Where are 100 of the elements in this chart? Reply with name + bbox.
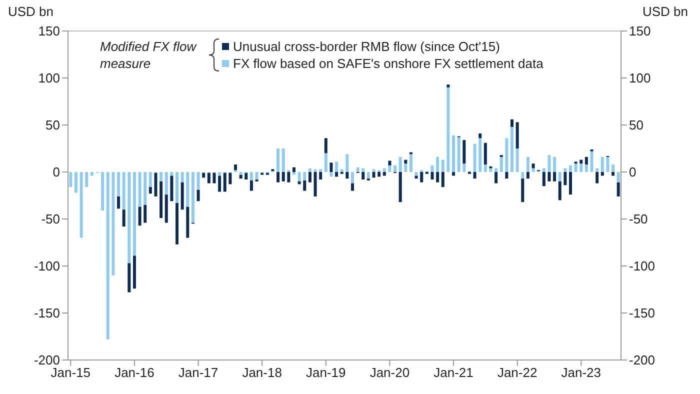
bar: [382, 172, 386, 176]
bar: [478, 133, 482, 138]
bar: [500, 156, 503, 172]
bar: [212, 172, 216, 184]
bar: [388, 165, 392, 172]
bar: [308, 172, 312, 182]
bar: [510, 119, 514, 127]
y-tick-label: 100: [38, 70, 60, 86]
bar: [314, 169, 317, 172]
bar: [436, 156, 440, 172]
bar: [362, 172, 365, 180]
legend-label: FX flow based on SAFE's onshore FX settlement data: [233, 55, 544, 72]
bar: [350, 172, 354, 184]
bar: [250, 180, 253, 191]
bar: [90, 172, 94, 176]
bar: [144, 204, 147, 223]
bar: [616, 182, 620, 196]
y2-tick-label: 150: [629, 24, 651, 39]
bar: [612, 164, 615, 172]
bar: [478, 138, 482, 172]
bar: [335, 162, 338, 172]
bar: [596, 172, 599, 184]
bar: [516, 122, 519, 148]
bar: [526, 172, 530, 179]
bar: [69, 172, 72, 188]
bar: [80, 172, 83, 238]
bar: [404, 164, 408, 172]
y-tick-label: -150: [34, 306, 60, 321]
bar: [250, 172, 253, 180]
bar: [574, 164, 578, 172]
bar: [112, 172, 115, 276]
bar: [298, 172, 301, 182]
bar: [568, 172, 572, 195]
y2-tick-label: -150: [629, 306, 656, 321]
bar: [138, 206, 142, 226]
bar: [128, 172, 131, 264]
bar: [287, 172, 290, 182]
bar: [505, 172, 508, 179]
bar: [473, 172, 476, 179]
x-tick-label: Jan-20: [370, 365, 410, 380]
bar: [106, 172, 110, 340]
bar: [382, 168, 386, 172]
bar: [148, 172, 152, 188]
bar: [196, 172, 200, 190]
bar: [516, 148, 519, 172]
bar: [330, 162, 333, 172]
bar: [223, 172, 226, 192]
bar: [276, 148, 280, 172]
x-tick-label: Jan-23: [561, 365, 601, 380]
bar: [186, 206, 190, 238]
y2-axis-title: USD bn: [642, 4, 688, 19]
y-tick-label: -50: [41, 212, 60, 227]
bar: [462, 164, 466, 172]
bar: [132, 256, 136, 289]
bar: [164, 194, 168, 223]
bar: [521, 178, 524, 202]
x-tick-label: Jan-19: [306, 365, 346, 380]
bar: [542, 172, 546, 186]
bar: [548, 172, 551, 182]
bar: [154, 172, 158, 196]
bar: [372, 169, 376, 172]
bar: [303, 180, 306, 191]
y2-tick-label: -100: [629, 258, 656, 274]
bar: [335, 172, 338, 177]
bar: [117, 196, 120, 209]
bar: [600, 172, 604, 176]
bar: [484, 142, 487, 164]
bar: [366, 172, 370, 179]
y2-tick-label: 100: [629, 70, 651, 86]
bar: [314, 172, 317, 196]
bar: [590, 151, 594, 172]
bar: [526, 156, 530, 172]
bar: [138, 172, 142, 207]
bar: [553, 156, 556, 172]
bar: [239, 172, 242, 175]
bar: [409, 154, 412, 172]
y2-tick-label: 50: [629, 118, 644, 133]
bar: [276, 172, 280, 182]
x-tick-label: Jan-15: [50, 365, 91, 380]
bar: [542, 168, 546, 172]
bar: [180, 172, 184, 182]
bar: [484, 164, 487, 172]
bar: [160, 181, 163, 218]
bar: [160, 172, 163, 182]
bar: [292, 167, 296, 172]
bar: [148, 187, 152, 194]
bar: [606, 156, 610, 172]
y2-tick-label: -50: [629, 212, 648, 227]
y-tick-label: -200: [34, 352, 60, 368]
bar: [330, 172, 333, 177]
bar: [505, 138, 508, 172]
bar: [436, 172, 440, 182]
x-tick-label: Jan-17: [178, 365, 218, 380]
bar: [494, 172, 498, 184]
bar: [191, 172, 194, 223]
bar: [398, 156, 402, 172]
bar: [580, 160, 583, 164]
bar: [532, 168, 535, 172]
bar: [404, 160, 408, 164]
bar: [441, 160, 444, 172]
